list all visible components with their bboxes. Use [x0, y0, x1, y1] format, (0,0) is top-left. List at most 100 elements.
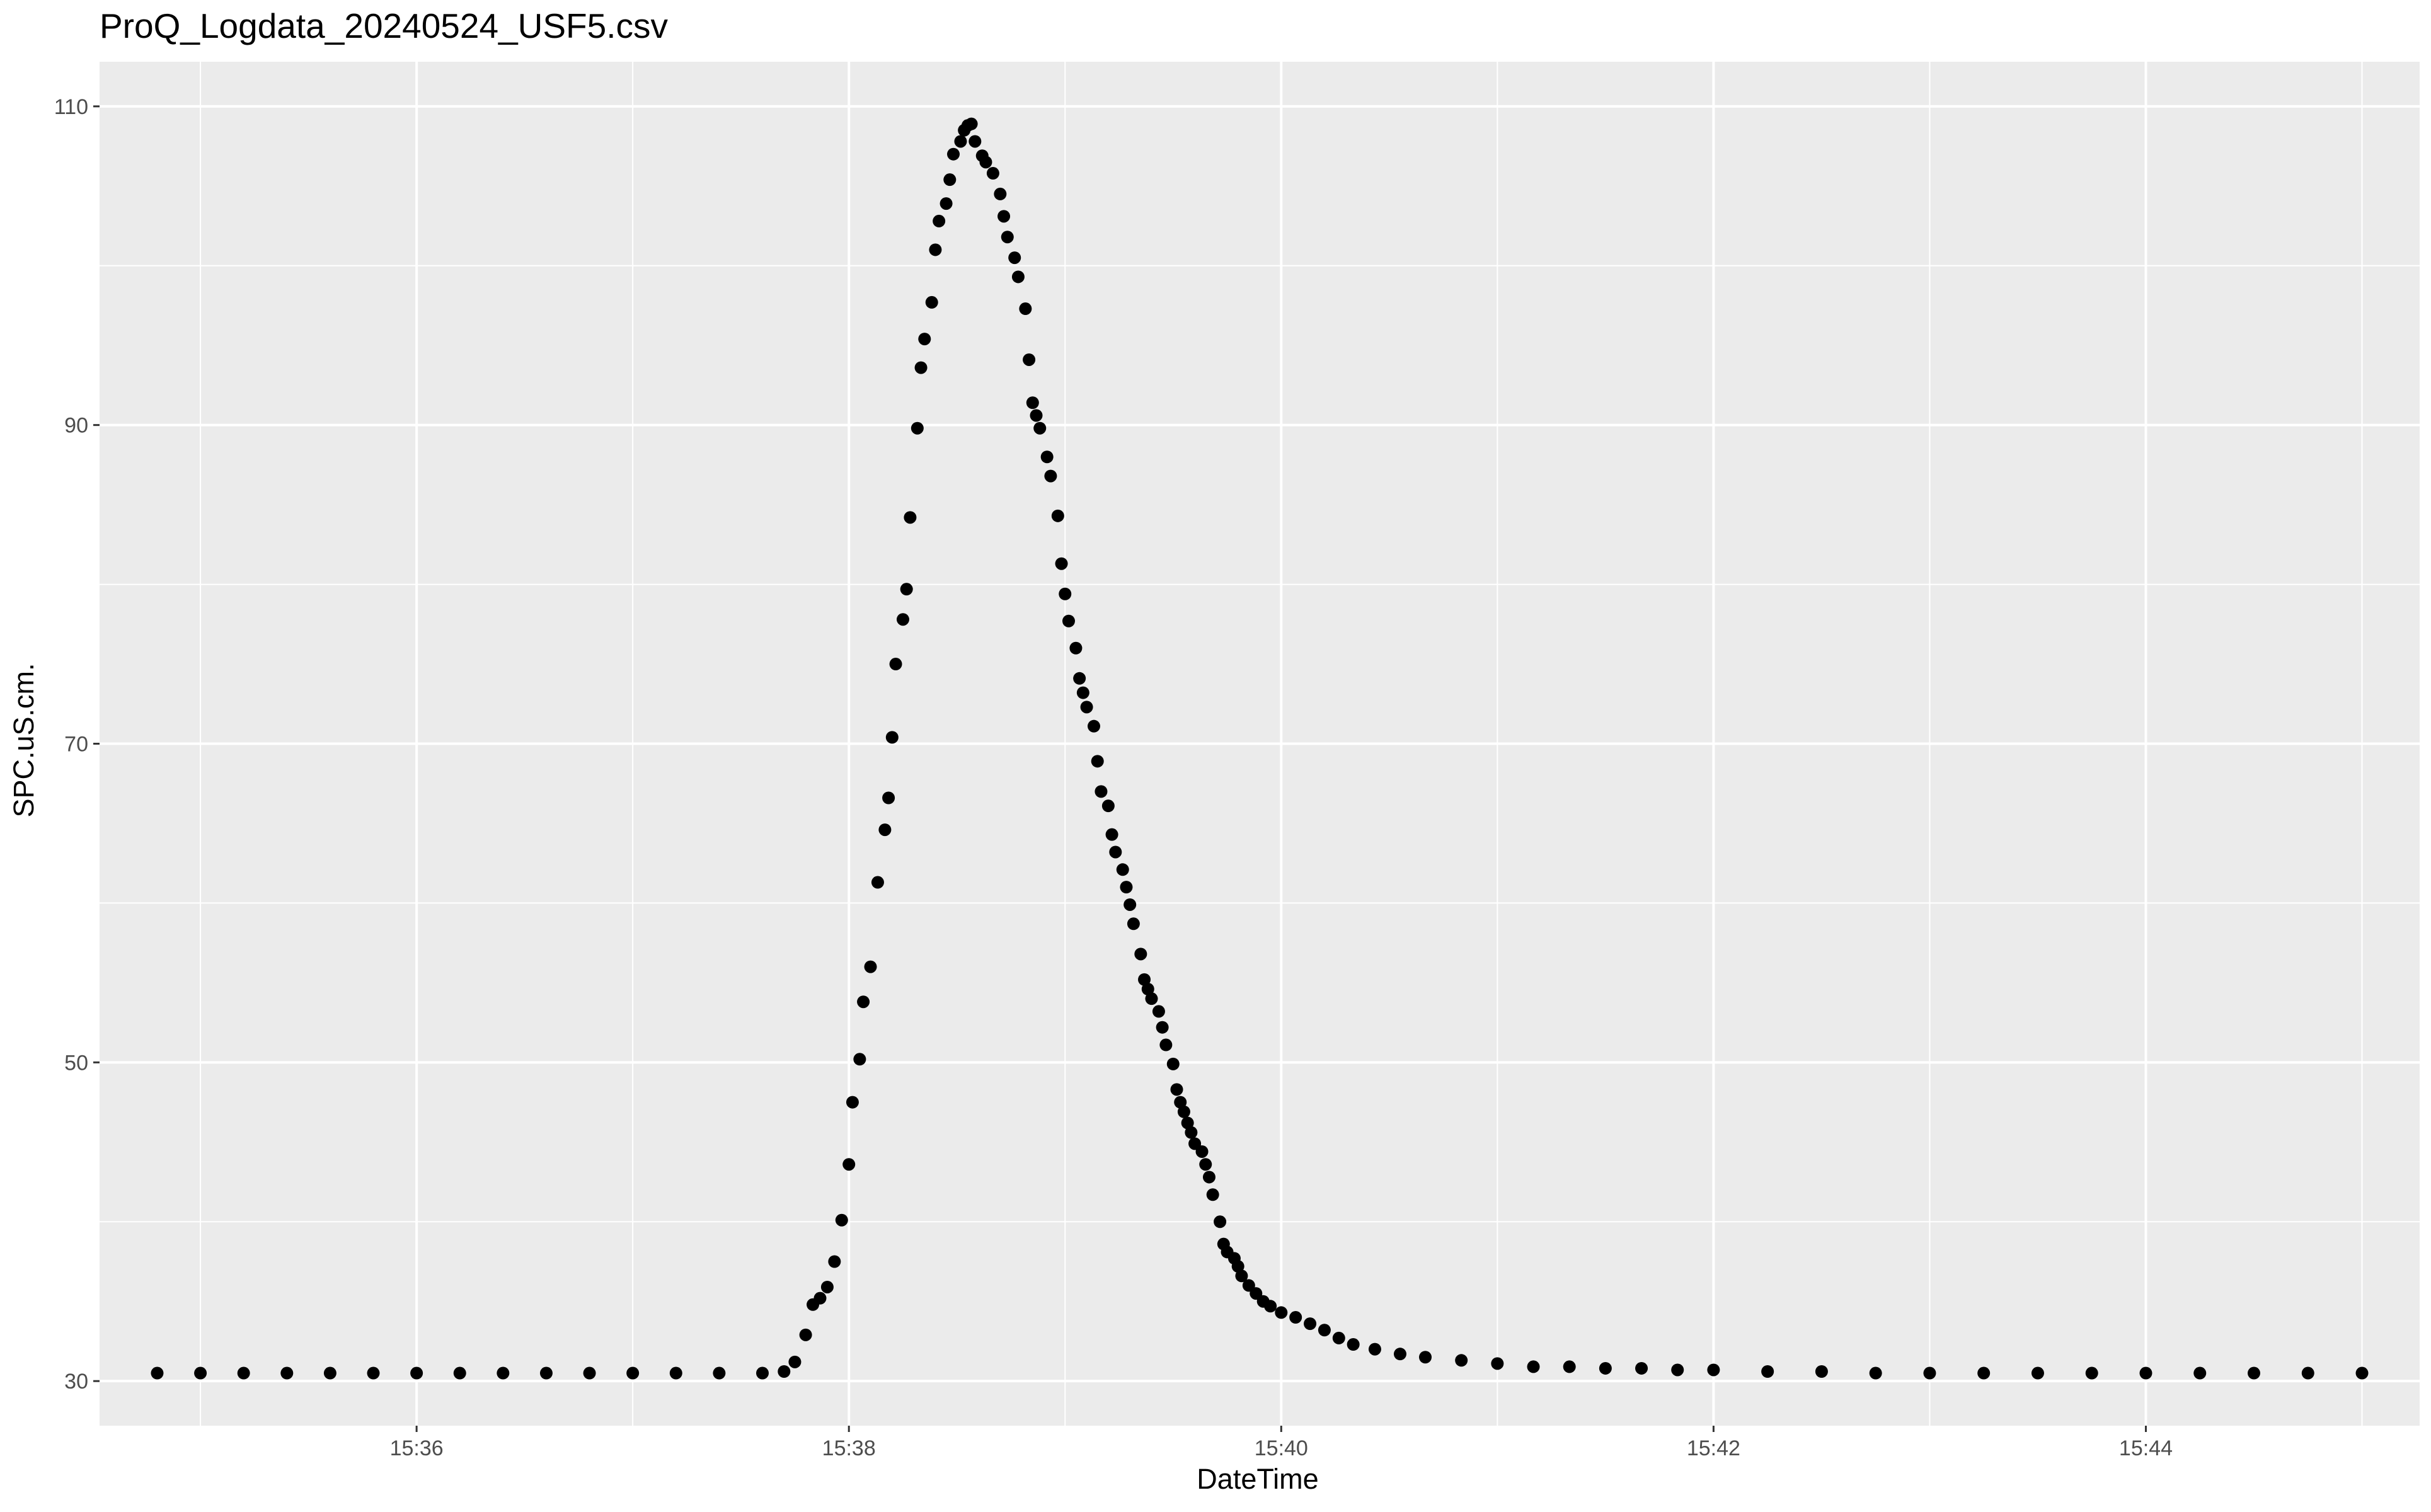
- data-point: [1318, 1324, 1331, 1337]
- data-point: [1671, 1363, 1684, 1377]
- data-point: [151, 1366, 164, 1380]
- data-point: [799, 1328, 812, 1341]
- y-tick-label: 70: [64, 733, 88, 757]
- x-tick-label: 15:42: [1687, 1436, 1740, 1460]
- data-point: [864, 960, 877, 973]
- y-tick-label: 110: [54, 95, 88, 119]
- data-point: [1095, 785, 1108, 798]
- data-point: [1199, 1158, 1212, 1171]
- data-point: [1491, 1357, 1504, 1370]
- data-point: [940, 197, 953, 210]
- data-point: [410, 1366, 423, 1380]
- grid-major-lines: [100, 62, 2420, 1426]
- data-point: [1141, 982, 1154, 995]
- x-tick-label: 15:36: [390, 1436, 444, 1460]
- data-point: [1419, 1351, 1432, 1364]
- data-point: [1455, 1354, 1468, 1367]
- data-point: [1231, 1260, 1244, 1273]
- data-point: [669, 1366, 682, 1380]
- data-point: [820, 1280, 834, 1293]
- data-point: [1170, 1083, 1183, 1096]
- data-point: [1235, 1269, 1248, 1283]
- data-point: [1332, 1331, 1345, 1344]
- data-point: [1206, 1188, 1219, 1201]
- data-point: [1059, 587, 1072, 600]
- data-point: [1304, 1317, 1317, 1331]
- data-point: [280, 1366, 294, 1380]
- data-point: [1055, 557, 1068, 570]
- x-tick-label: 15:40: [1255, 1436, 1308, 1460]
- data-point: [1368, 1343, 1381, 1356]
- data-point: [965, 117, 978, 130]
- data-point: [1195, 1145, 1209, 1158]
- data-point: [323, 1366, 336, 1380]
- data-point: [1275, 1306, 1288, 1319]
- data-point: [2193, 1366, 2207, 1380]
- data-point: [1214, 1215, 1227, 1228]
- data-point: [2355, 1366, 2369, 1380]
- data-point: [539, 1366, 553, 1380]
- data-point: [1527, 1360, 1540, 1373]
- data-point: [1030, 409, 1043, 422]
- y-axis: 30 50 70 90 110: [54, 95, 100, 1394]
- x-tick-label: 15:38: [822, 1436, 876, 1460]
- data-point: [1044, 469, 1057, 483]
- data-point: [1105, 828, 1118, 841]
- data-point: [1393, 1348, 1406, 1361]
- data-point: [1023, 353, 1036, 366]
- data-point: [1152, 1005, 1165, 1018]
- data-point: [2031, 1366, 2044, 1380]
- data-point: [1145, 992, 1158, 1005]
- data-point: [1707, 1363, 1720, 1377]
- grid-minor-lines: [100, 62, 2420, 1426]
- data-point: [835, 1213, 848, 1227]
- data-point: [1109, 845, 1122, 859]
- chart-title: ProQ_Logdata_20240524_USF5.csv: [100, 6, 669, 45]
- data-point: [954, 135, 967, 148]
- data-point: [994, 187, 1007, 200]
- data-point: [2248, 1366, 2260, 1380]
- data-point: [904, 511, 917, 524]
- data-point: [1127, 917, 1140, 931]
- data-point: [1138, 973, 1151, 986]
- data-point: [1088, 719, 1100, 733]
- data-point: [1181, 1116, 1194, 1130]
- data-point: [918, 333, 931, 346]
- data-point: [882, 791, 895, 805]
- data-point: [1977, 1366, 1991, 1380]
- data-point: [1869, 1366, 1882, 1380]
- data-point: [2139, 1366, 2152, 1380]
- data-point: [1120, 881, 1133, 894]
- data-point: [1177, 1105, 1190, 1118]
- data-point: [1073, 672, 1086, 685]
- data-point: [1923, 1366, 1936, 1380]
- data-point: [237, 1366, 250, 1380]
- data-point: [853, 1053, 866, 1066]
- data-point: [1011, 270, 1025, 284]
- data-point: [756, 1366, 769, 1380]
- data-point: [1019, 302, 1032, 316]
- data-point: [947, 147, 960, 161]
- data-point: [986, 167, 999, 180]
- data-point: [1159, 1038, 1173, 1051]
- data-point: [857, 995, 870, 1009]
- data-point: [1761, 1365, 1774, 1378]
- data-point: [896, 613, 909, 626]
- data-point: [1347, 1338, 1360, 1351]
- data-point: [846, 1096, 859, 1109]
- data-point: [828, 1255, 841, 1268]
- data-point: [453, 1366, 466, 1380]
- y-tick-label: 50: [64, 1051, 88, 1075]
- data-point: [889, 658, 902, 671]
- data-point: [1062, 614, 1075, 627]
- data-point: [1635, 1361, 1648, 1375]
- data-point: [1040, 450, 1054, 464]
- y-tick-label: 30: [64, 1370, 88, 1394]
- data-point: [1033, 421, 1047, 435]
- data-point: [1156, 1021, 1169, 1034]
- y-tick-label: 90: [64, 414, 88, 438]
- data-point: [933, 214, 946, 227]
- data-point: [194, 1366, 207, 1380]
